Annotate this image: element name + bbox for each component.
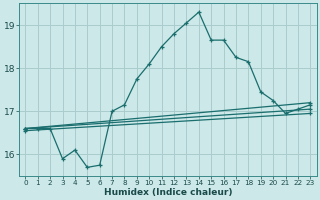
X-axis label: Humidex (Indice chaleur): Humidex (Indice chaleur) [104,188,232,197]
